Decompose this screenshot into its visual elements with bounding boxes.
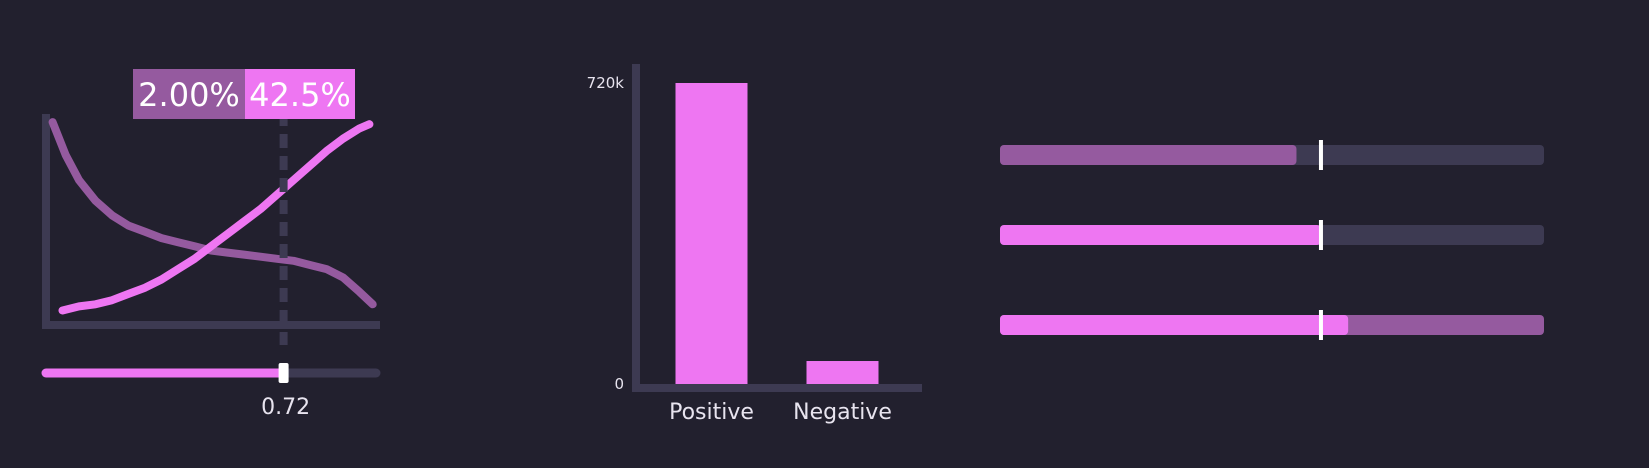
hbar-fill-2 [1000,225,1321,245]
class-count-bar-chart: 0 720k Positive Negative [587,64,922,425]
readout-left-box [133,69,245,119]
threshold-value-label: 0.72 [261,395,310,420]
threshold-curve-panel: 2.00% 42.5% 0.72 [41,69,381,420]
bar-category-label: Positive [669,400,754,425]
hbar-fill-1 [1000,145,1297,165]
curve-series-group [48,118,377,315]
bar-y-tick-label: 720k [587,74,625,92]
horizontal-bars-panel [1000,140,1544,340]
hbar-fill-3 [1000,315,1349,335]
bar-tick-labels: 0 720k [587,74,625,393]
bar-category-label: Negative [793,400,892,425]
curve-series-2 [58,120,374,315]
readout-right-box [245,69,355,119]
bar-category-labels: Positive Negative [669,400,892,425]
hbar-marker-3[interactable] [1318,310,1323,340]
readout-right-value: 42.5% [249,76,351,114]
readout-left-value: 2.00% [138,76,240,114]
hbar-marker-1[interactable] [1318,140,1323,170]
bar-axes [632,64,922,392]
bar-y-tick-label: 0 [614,375,624,393]
bar-positive [675,83,748,384]
bar-marks-group [675,83,879,384]
threshold-slider-thumb[interactable] [278,363,289,383]
threshold-slider[interactable] [41,363,381,383]
bar-negative [806,361,879,384]
hbar-marker-2[interactable] [1318,220,1323,250]
curve-axes [42,114,380,329]
